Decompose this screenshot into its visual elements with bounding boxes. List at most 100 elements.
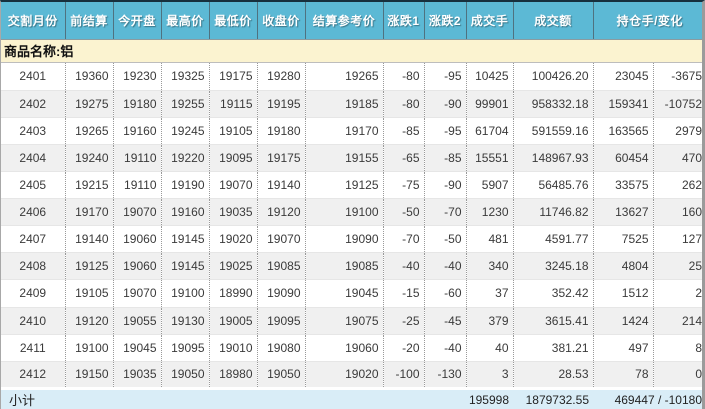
cell-open: 19110 [113,144,162,172]
col-header-turnover: 成交额 [513,2,594,40]
data-row-2401: 2401 19360 19230 19325 19175 19280 19265 -80 -95… [1,62,702,91]
cell-open: 19160 [113,117,162,145]
cell-low: 18980 [209,361,258,390]
cell-settlement-ref: 19085 [305,252,384,281]
cell-month: 2404 [1,144,66,172]
data-row-2403: 2403 19265 19160 19245 19105 19180 19170 -85 -95… [1,117,702,145]
cell-prev-settlement: 19120 [65,307,114,335]
cell-settlement-ref: 19045 [305,279,384,308]
cell-change2: -85 [424,144,467,172]
cell-close: 19095 [257,307,306,335]
col-header-open-interest-change: 持仓手/变化 [593,2,702,40]
cell-turnover: 3245.18 [513,252,594,281]
cell-oi-change: 160 [653,198,702,227]
cell-turnover: 100426.20 [513,62,594,91]
cell-month: 2406 [1,198,66,227]
cell-volume: 15551 [466,144,514,172]
cell-open-interest: 4804 [593,252,654,281]
cell-oi-change: -3675 [653,62,702,91]
cell-settlement-ref: 19100 [305,198,384,227]
cell-month: 2412 [1,361,66,390]
cell-month: 2410 [1,307,66,335]
cell-high: 19100 [161,279,210,308]
cell-open-interest: 13627 [593,198,654,227]
data-row-2411: 2411 19100 19045 19095 19010 19080 19060 -20 -40… [1,334,702,362]
cell-open: 19060 [113,225,162,254]
cell-high: 19325 [161,62,210,91]
cell-settlement-ref: 19020 [305,361,384,390]
cell-close: 19280 [257,62,306,91]
cell-low: 19070 [209,171,258,200]
cell-oi-change: 2 [653,279,702,308]
cell-prev-settlement: 19125 [65,252,114,281]
cell-open-interest: 1424 [593,307,654,335]
cell-turnover: 11746.82 [513,198,594,227]
cell-change2: -90 [424,171,467,200]
col-header-settlement-ref: 结算参考价 [305,2,384,40]
cell-prev-settlement: 19100 [65,334,114,362]
cell-settlement-ref: 19090 [305,225,384,254]
cell-high: 19220 [161,144,210,172]
cell-change2: -40 [424,334,467,362]
cell-change2: -40 [424,252,467,281]
cell-change1: -20 [383,334,425,362]
cell-open: 19180 [113,90,162,118]
cell-open: 19230 [113,62,162,91]
cell-change1: -15 [383,279,425,308]
cell-oi-change: 25 [653,252,702,281]
subtotal-volume: 195998 [466,387,513,409]
cell-volume: 10425 [466,62,514,91]
cell-oi-change: 2979 [653,117,702,145]
cell-settlement-ref: 19185 [305,90,384,118]
cell-open: 19035 [113,361,162,390]
cell-turnover: 148967.93 [513,144,594,172]
subtotal-turnover: 1879732.55 [513,387,593,409]
cell-prev-settlement: 19170 [65,198,114,227]
col-header-close: 收盘价 [257,2,306,40]
cell-change1: -40 [383,252,425,281]
cell-turnover: 28.53 [513,361,594,390]
col-header-prev-settlement: 前结算 [65,2,114,40]
cell-settlement-ref: 19125 [305,171,384,200]
cell-open: 19070 [113,279,162,308]
cell-open-interest: 7525 [593,225,654,254]
data-row-2406: 2406 19170 19070 19160 19035 19120 19100 -50 -70… [1,198,702,227]
col-header-low: 最低价 [209,2,258,40]
cell-volume: 99901 [466,90,514,118]
cell-open-interest: 159341 [593,90,654,118]
cell-settlement-ref: 19170 [305,117,384,145]
cell-close: 19090 [257,279,306,308]
cell-month: 2407 [1,225,66,254]
cell-high: 19130 [161,307,210,335]
cell-low: 19025 [209,252,258,281]
cell-volume: 340 [466,252,514,281]
col-header-change2: 涨跌2 [424,2,467,40]
col-header-high: 最高价 [161,2,210,40]
cell-oi-change: 127 [653,225,702,254]
cell-open: 19055 [113,307,162,335]
cell-low: 19020 [209,225,258,254]
cell-change2: -50 [424,225,467,254]
cell-prev-settlement: 19140 [65,225,114,254]
data-row-2409: 2409 19105 19070 19100 18990 19090 19045 -15 -60… [1,279,702,308]
cell-volume: 3 [466,361,514,390]
cell-settlement-ref: 19265 [305,62,384,91]
cell-settlement-ref: 19060 [305,334,384,362]
data-row-2405: 2405 19215 19110 19190 19070 19140 19125 -75 -90… [1,171,702,200]
cell-change1: -80 [383,62,425,91]
cell-prev-settlement: 19360 [65,62,114,91]
cell-oi-change: 214 [653,307,702,335]
cell-close: 19140 [257,171,306,200]
subtotal-open-interest-change: 469447 / -10180 [593,387,702,409]
product-name-label: 商品名称:铝 [1,39,702,64]
cell-change2: -60 [424,279,467,308]
cell-high: 19255 [161,90,210,118]
subtotal-row: 小计 195998 1879732.55 469447 / -10180 [1,387,702,409]
cell-change1: -100 [383,361,425,390]
cell-low: 19175 [209,62,258,91]
table-header-row: 交割月份 前结算 今开盘 最高价 最低价 收盘价 结算参考价 涨跌1 涨跌2 成… [1,2,702,40]
cell-low: 19010 [209,334,258,362]
cell-open: 19060 [113,252,162,281]
subtotal-label: 小计 [1,387,65,409]
